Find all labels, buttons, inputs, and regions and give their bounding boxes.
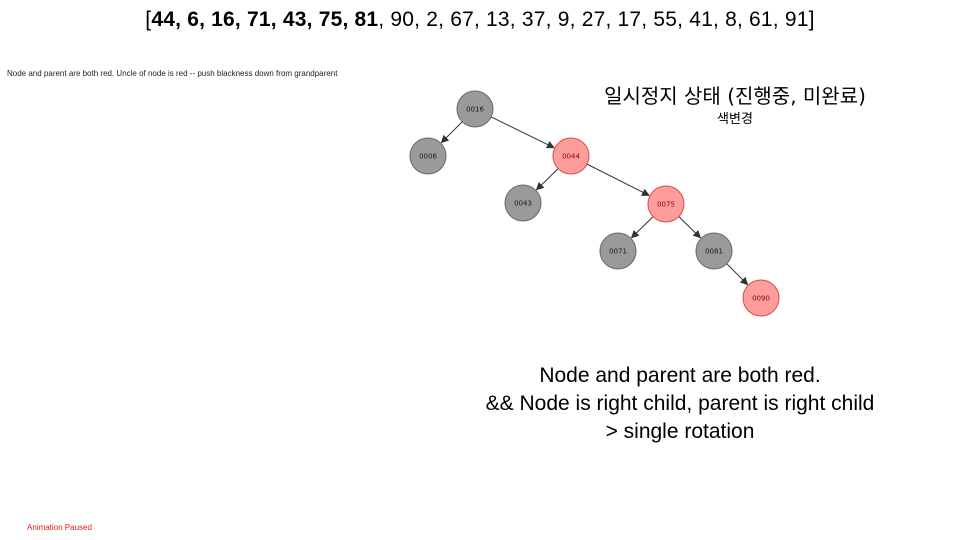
sequence-item-pending: 17: [617, 8, 642, 31]
animation-status: Animation Paused: [27, 523, 92, 532]
sequence-separator: ,: [545, 8, 558, 31]
sequence-item-pending: 2: [426, 8, 439, 31]
node-label: 0016: [466, 106, 484, 114]
explanation-line-2: && Node is right child, parent is right …: [485, 392, 875, 415]
sequence-close-bracket: ]: [808, 8, 815, 31]
sequence-separator: ,: [605, 8, 618, 31]
sequence-separator: ,: [175, 8, 188, 31]
sequence-open-bracket: [: [145, 8, 152, 31]
sequence-item-inserted: 16: [211, 8, 235, 31]
sequence-separator: ,: [641, 8, 654, 31]
tree-nodes: 0016 0006 0044 0043 0075 0071 0081 0090: [409, 90, 780, 317]
tree-edge-n81-n90: [726, 263, 749, 286]
tree-node-0016: 0016: [456, 90, 494, 128]
sequence-item-pending: 55: [653, 8, 678, 31]
algorithm-status-message: Node and parent are both red. Uncle of n…: [7, 69, 338, 78]
black-node-circle: [456, 90, 494, 128]
sequence-item-inserted: 43: [282, 8, 307, 31]
tree-edge-n75-n81: [678, 216, 702, 239]
tree-node-0071: 0071: [599, 232, 637, 270]
node-label: 0081: [705, 248, 723, 256]
sequence-separator: ,: [414, 8, 427, 31]
node-label: 0006: [419, 153, 437, 161]
sequence-separator: ,: [438, 8, 451, 31]
sequence-item-inserted: 75: [318, 8, 343, 31]
tree-edges: [440, 116, 749, 286]
sequence-item-pending: 67: [450, 8, 474, 31]
tree-edge-n16-n44: [490, 116, 555, 149]
explanation-line-3: > single rotation: [605, 420, 755, 443]
sequence-item-inserted: 44: [151, 8, 176, 31]
red-node-circle: [552, 137, 590, 175]
sequence-item-pending: 90: [390, 8, 415, 31]
sequence-separator: ,: [199, 8, 212, 31]
sequence-separator: ,: [712, 8, 726, 31]
sequence-separator: ,: [342, 8, 355, 31]
tree-node-0090: 0090: [742, 279, 780, 317]
red-node-circle: [742, 279, 780, 317]
sequence-item-pending: 61: [749, 8, 773, 31]
tree-edge-n75-n71: [630, 216, 654, 239]
sequence-separator: ,: [509, 8, 522, 31]
black-node-circle: [409, 137, 447, 175]
tree-edge-n16-n06: [440, 121, 463, 144]
state-subtitle: 색변경: [717, 112, 753, 127]
node-label: 0043: [514, 200, 532, 208]
sequence-separator: ,: [473, 8, 487, 31]
sequence-separator: ,: [772, 8, 785, 31]
sequence-item-pending: 41: [689, 8, 713, 31]
sequence-separator: ,: [378, 8, 391, 31]
node-label: 0075: [657, 201, 675, 209]
tree-edge-n44-n75: [586, 163, 650, 196]
sequence-item-pending: 37: [521, 8, 546, 31]
sequence-separator: ,: [306, 8, 319, 31]
explanation-line-1: Node and parent are both red.: [539, 364, 821, 387]
sequence-item-pending: 27: [581, 8, 606, 31]
tree-node-0006: 0006: [409, 137, 447, 175]
tree-node-0044: 0044: [552, 137, 590, 175]
insertion-sequence: [44, 6, 16, 71, 43, 75, 81, 90, 2, 67, 1…: [0, 8, 960, 32]
node-label: 0090: [752, 295, 770, 303]
sequence-item-inserted: 81: [354, 8, 379, 31]
state-title: 일시정지 상태 (진행중, 미완료): [604, 84, 866, 108]
black-node-circle: [599, 232, 637, 270]
black-node-circle: [504, 184, 542, 222]
black-node-circle: [695, 232, 733, 270]
sequence-separator: ,: [270, 8, 283, 31]
node-label: 0044: [562, 153, 580, 161]
sequence-item-pending: 8: [725, 8, 737, 31]
sequence-separator: ,: [736, 8, 750, 31]
node-label: 0071: [609, 248, 627, 256]
sequence-separator: ,: [677, 8, 690, 31]
sequence-item-inserted: 6: [187, 8, 200, 31]
sequence-item-pending: 91: [784, 8, 809, 31]
sequence-separator: ,: [234, 8, 247, 31]
sequence-separator: ,: [569, 8, 582, 31]
red-node-circle: [647, 185, 685, 223]
sequence-item-inserted: 71: [247, 8, 271, 31]
sequence-item-pending: 9: [557, 8, 570, 31]
tree-node-0043: 0043: [504, 184, 542, 222]
case-explanation: Node and parent are both red. && Node is…: [430, 362, 930, 446]
tree-edge-n44-n43: [535, 168, 559, 191]
tree-node-0081: 0081: [695, 232, 733, 270]
sequence-item-pending: 13: [486, 8, 510, 31]
tree-node-0075: 0075: [647, 185, 685, 223]
